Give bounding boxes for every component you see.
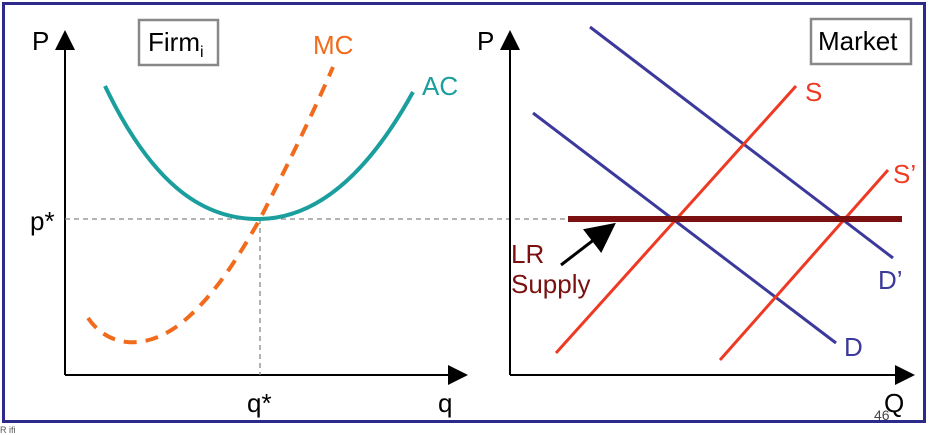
quantity-label: q* xyxy=(247,388,272,418)
firm-x-axis-label: q xyxy=(438,388,452,418)
demand-label: D xyxy=(844,332,863,362)
slide-number: 46 xyxy=(874,407,890,423)
ac-label: AC xyxy=(422,71,458,101)
demand-shifted-label: D’ xyxy=(878,265,903,295)
price-label: p* xyxy=(30,206,55,236)
firm-panel: Firmi P p* q* q MC AC xyxy=(30,18,568,418)
supply-curve-shifted xyxy=(718,169,890,361)
firm-title: Firmi xyxy=(148,27,204,61)
cutoff-footer-text: R ifi xyxy=(0,425,16,435)
firm-y-axis-label: P xyxy=(32,26,49,56)
lr-supply-label-line2: Supply xyxy=(511,269,591,299)
supply-label: S xyxy=(805,77,822,107)
slide-frame xyxy=(2,2,926,423)
lr-supply-arrow xyxy=(560,222,616,267)
market-panel: Market P S S’ D’ D LR Supply Q xyxy=(477,17,916,418)
mc-label: MC xyxy=(313,30,353,60)
market-title-box xyxy=(809,17,913,66)
market-title: Market xyxy=(818,26,898,56)
market-x-axis-label: Q xyxy=(884,388,904,418)
demand-curve xyxy=(532,111,837,345)
lr-supply-label-line1: LR xyxy=(511,239,544,269)
supply-shifted-label: S’ xyxy=(893,159,916,189)
mc-curve xyxy=(86,66,335,345)
firm-title-box xyxy=(137,18,220,67)
ac-curve xyxy=(103,85,415,222)
market-y-axis-label: P xyxy=(477,26,494,56)
